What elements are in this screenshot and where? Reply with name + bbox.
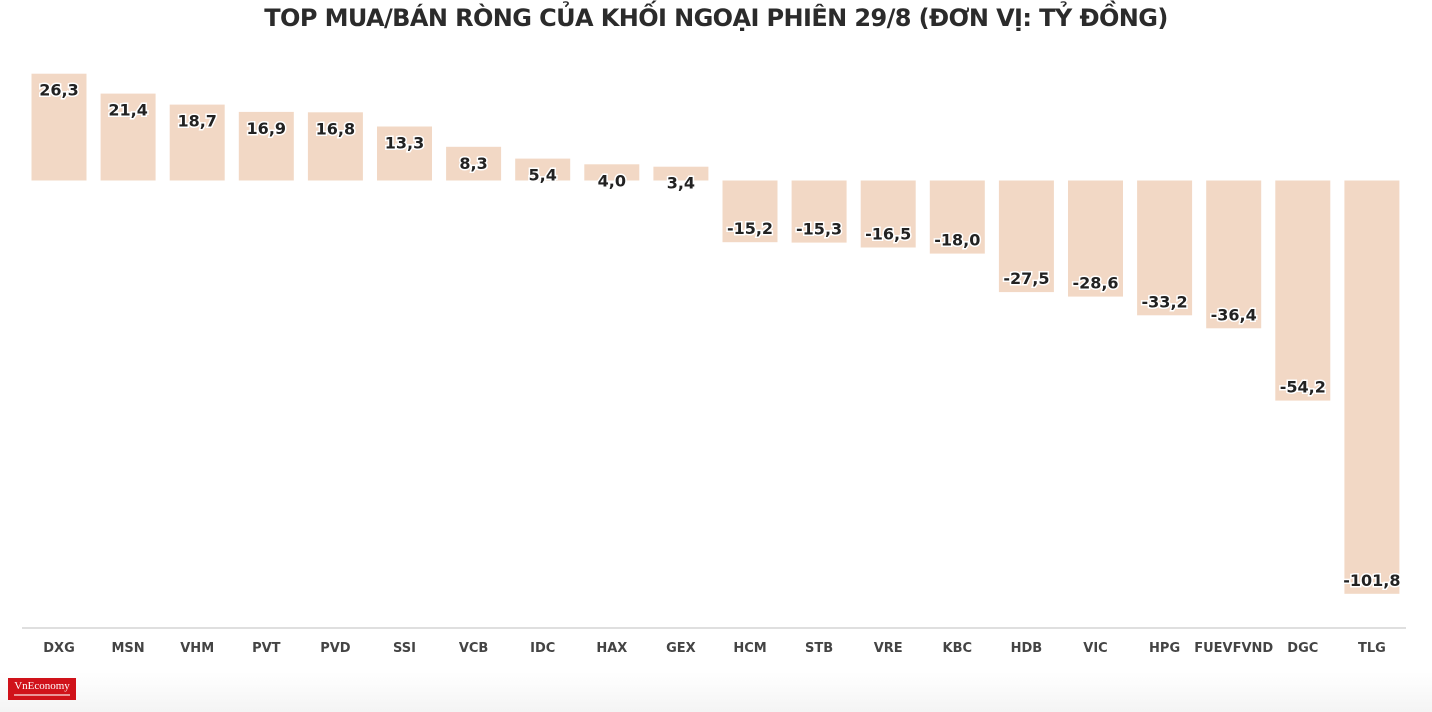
x-tick-label-msn: MSN	[112, 641, 145, 656]
x-tick-label-hdb: HDB	[1011, 641, 1043, 656]
x-tick-label-pvt: PVT	[252, 641, 281, 656]
data-label-fuevfvnd: -36,4	[1211, 305, 1257, 324]
footer-band	[0, 672, 1432, 712]
x-tick-label-hpg: HPG	[1149, 641, 1180, 656]
x-tick-label-stb: STB	[805, 641, 833, 656]
bar-tlg	[1344, 180, 1400, 594]
x-tick-label-pvd: PVD	[320, 641, 351, 656]
x-tick-label-hax: HAX	[596, 641, 627, 656]
bar-pvt	[238, 111, 294, 181]
data-label-hdb: -27,5	[1003, 269, 1049, 288]
data-label-stb: -15,3	[796, 220, 842, 239]
x-tick-label-dgc: DGC	[1287, 641, 1318, 656]
bar-hax	[584, 164, 640, 181]
data-label-msn: 21,4	[108, 101, 147, 120]
data-label-hcm: -15,2	[727, 219, 773, 238]
x-tick-label-tlg: TLG	[1358, 641, 1386, 656]
bar-hcm	[722, 180, 778, 243]
x-tick-label-gex: GEX	[666, 641, 696, 656]
bar-vhm	[169, 104, 225, 181]
data-label-pvd: 16,8	[316, 119, 355, 138]
bar-kbc	[929, 180, 985, 254]
bar-msn	[100, 93, 156, 181]
bar-stb	[791, 180, 847, 243]
data-label-vhm: 18,7	[177, 112, 216, 131]
data-label-hpg: -33,2	[1142, 292, 1188, 311]
data-label-tlg: -101,8	[1343, 571, 1400, 590]
x-tick-label-idc: IDC	[530, 641, 555, 656]
bar-dgc	[1275, 180, 1331, 401]
x-tick-label-vic: VIC	[1083, 641, 1107, 656]
bar-hdb	[998, 180, 1054, 293]
bar-hpg	[1137, 180, 1193, 316]
bar-gex	[653, 166, 709, 181]
x-tick-label-hcm: HCM	[733, 641, 766, 656]
logo-text: VnEconomy	[14, 680, 70, 692]
x-tick-label-vhm: VHM	[180, 641, 214, 656]
bar-vcb	[446, 146, 502, 181]
chart-title: TOP MUA/BÁN RÒNG CỦA KHỐI NGOẠI PHIÊN 29…	[264, 4, 1168, 32]
x-tick-label-ssi: SSI	[393, 641, 416, 656]
bar-ssi	[377, 126, 432, 181]
bar-idc	[515, 158, 571, 181]
data-label-vic: -28,6	[1072, 274, 1118, 293]
data-label-vre: -16,5	[865, 225, 911, 244]
bar-dxg	[31, 73, 87, 181]
data-label-pvt: 16,9	[247, 119, 286, 138]
bar-vre	[860, 180, 916, 248]
x-tick-label-dxg: DXG	[43, 641, 74, 656]
data-label-hax: 4,0	[598, 171, 626, 190]
data-label-kbc: -18,0	[934, 231, 980, 250]
data-label-vcb: 8,3	[459, 154, 487, 173]
x-tick-label-kbc: KBC	[943, 641, 973, 656]
data-label-dgc: -54,2	[1280, 378, 1326, 397]
bar-vic	[1068, 180, 1123, 297]
data-label-idc: 5,4	[529, 166, 557, 185]
vneconomy-logo: VnEconomy	[8, 678, 76, 700]
data-label-dxg: 26,3	[39, 81, 78, 100]
x-tick-label-fuevfvnd: FUEVFVND	[1194, 641, 1273, 656]
x-tick-label-vre: VRE	[874, 641, 903, 656]
bar-pvd	[307, 112, 363, 181]
data-label-ssi: 13,3	[385, 134, 424, 153]
logo-tagline	[14, 694, 70, 696]
bar-fuevfvnd	[1206, 180, 1262, 329]
data-label-gex: 3,4	[667, 174, 695, 193]
x-tick-label-vcb: VCB	[459, 641, 489, 656]
